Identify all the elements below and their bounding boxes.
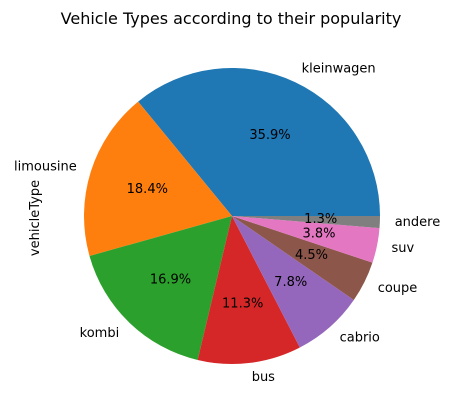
pie-labels: kleinwagen 35.9% limousine 18.4% kombi 16.9% b…	[14, 61, 440, 385]
slice-percent-suv: 3.8%	[302, 226, 335, 241]
slice-percent-bus: 11.3%	[222, 297, 263, 312]
slice-label-coupe: coupe	[378, 281, 418, 296]
slice-percent-cabrio: 7.8%	[274, 275, 307, 290]
pie-slice-kombi	[89, 216, 232, 360]
pie-slice-coupe	[232, 216, 373, 301]
pie-slice-bus	[197, 216, 300, 365]
slice-label-kleinwagen: kleinwagen	[302, 61, 376, 76]
slice-percent-andere: 1.3%	[304, 212, 337, 227]
slice-percent-limousine: 18.4%	[127, 182, 168, 197]
pie-slice-andere	[232, 216, 380, 229]
slice-label-suv: suv	[392, 241, 415, 256]
pie-slice-suv	[232, 216, 380, 263]
pie-slice-limousine	[83, 101, 233, 256]
chart-title: Vehicle Types according to their popular…	[61, 9, 402, 28]
slice-label-bus: bus	[252, 370, 275, 385]
pie-slices	[83, 68, 380, 365]
slice-percent-kleinwagen: 35.9%	[249, 128, 290, 143]
slice-label-cabrio: cabrio	[340, 331, 380, 346]
slice-label-andere: andere	[395, 215, 441, 230]
slice-percent-kombi: 16.9%	[150, 273, 191, 288]
pie-slice-kleinwagen	[138, 68, 380, 217]
slice-label-kombi: kombi	[80, 326, 120, 341]
pie-slice-cabrio	[232, 216, 354, 348]
y-axis-label: vehicleType	[28, 180, 43, 256]
slice-percent-coupe: 4.5%	[295, 248, 328, 263]
slice-label-limousine: limousine	[14, 160, 77, 175]
